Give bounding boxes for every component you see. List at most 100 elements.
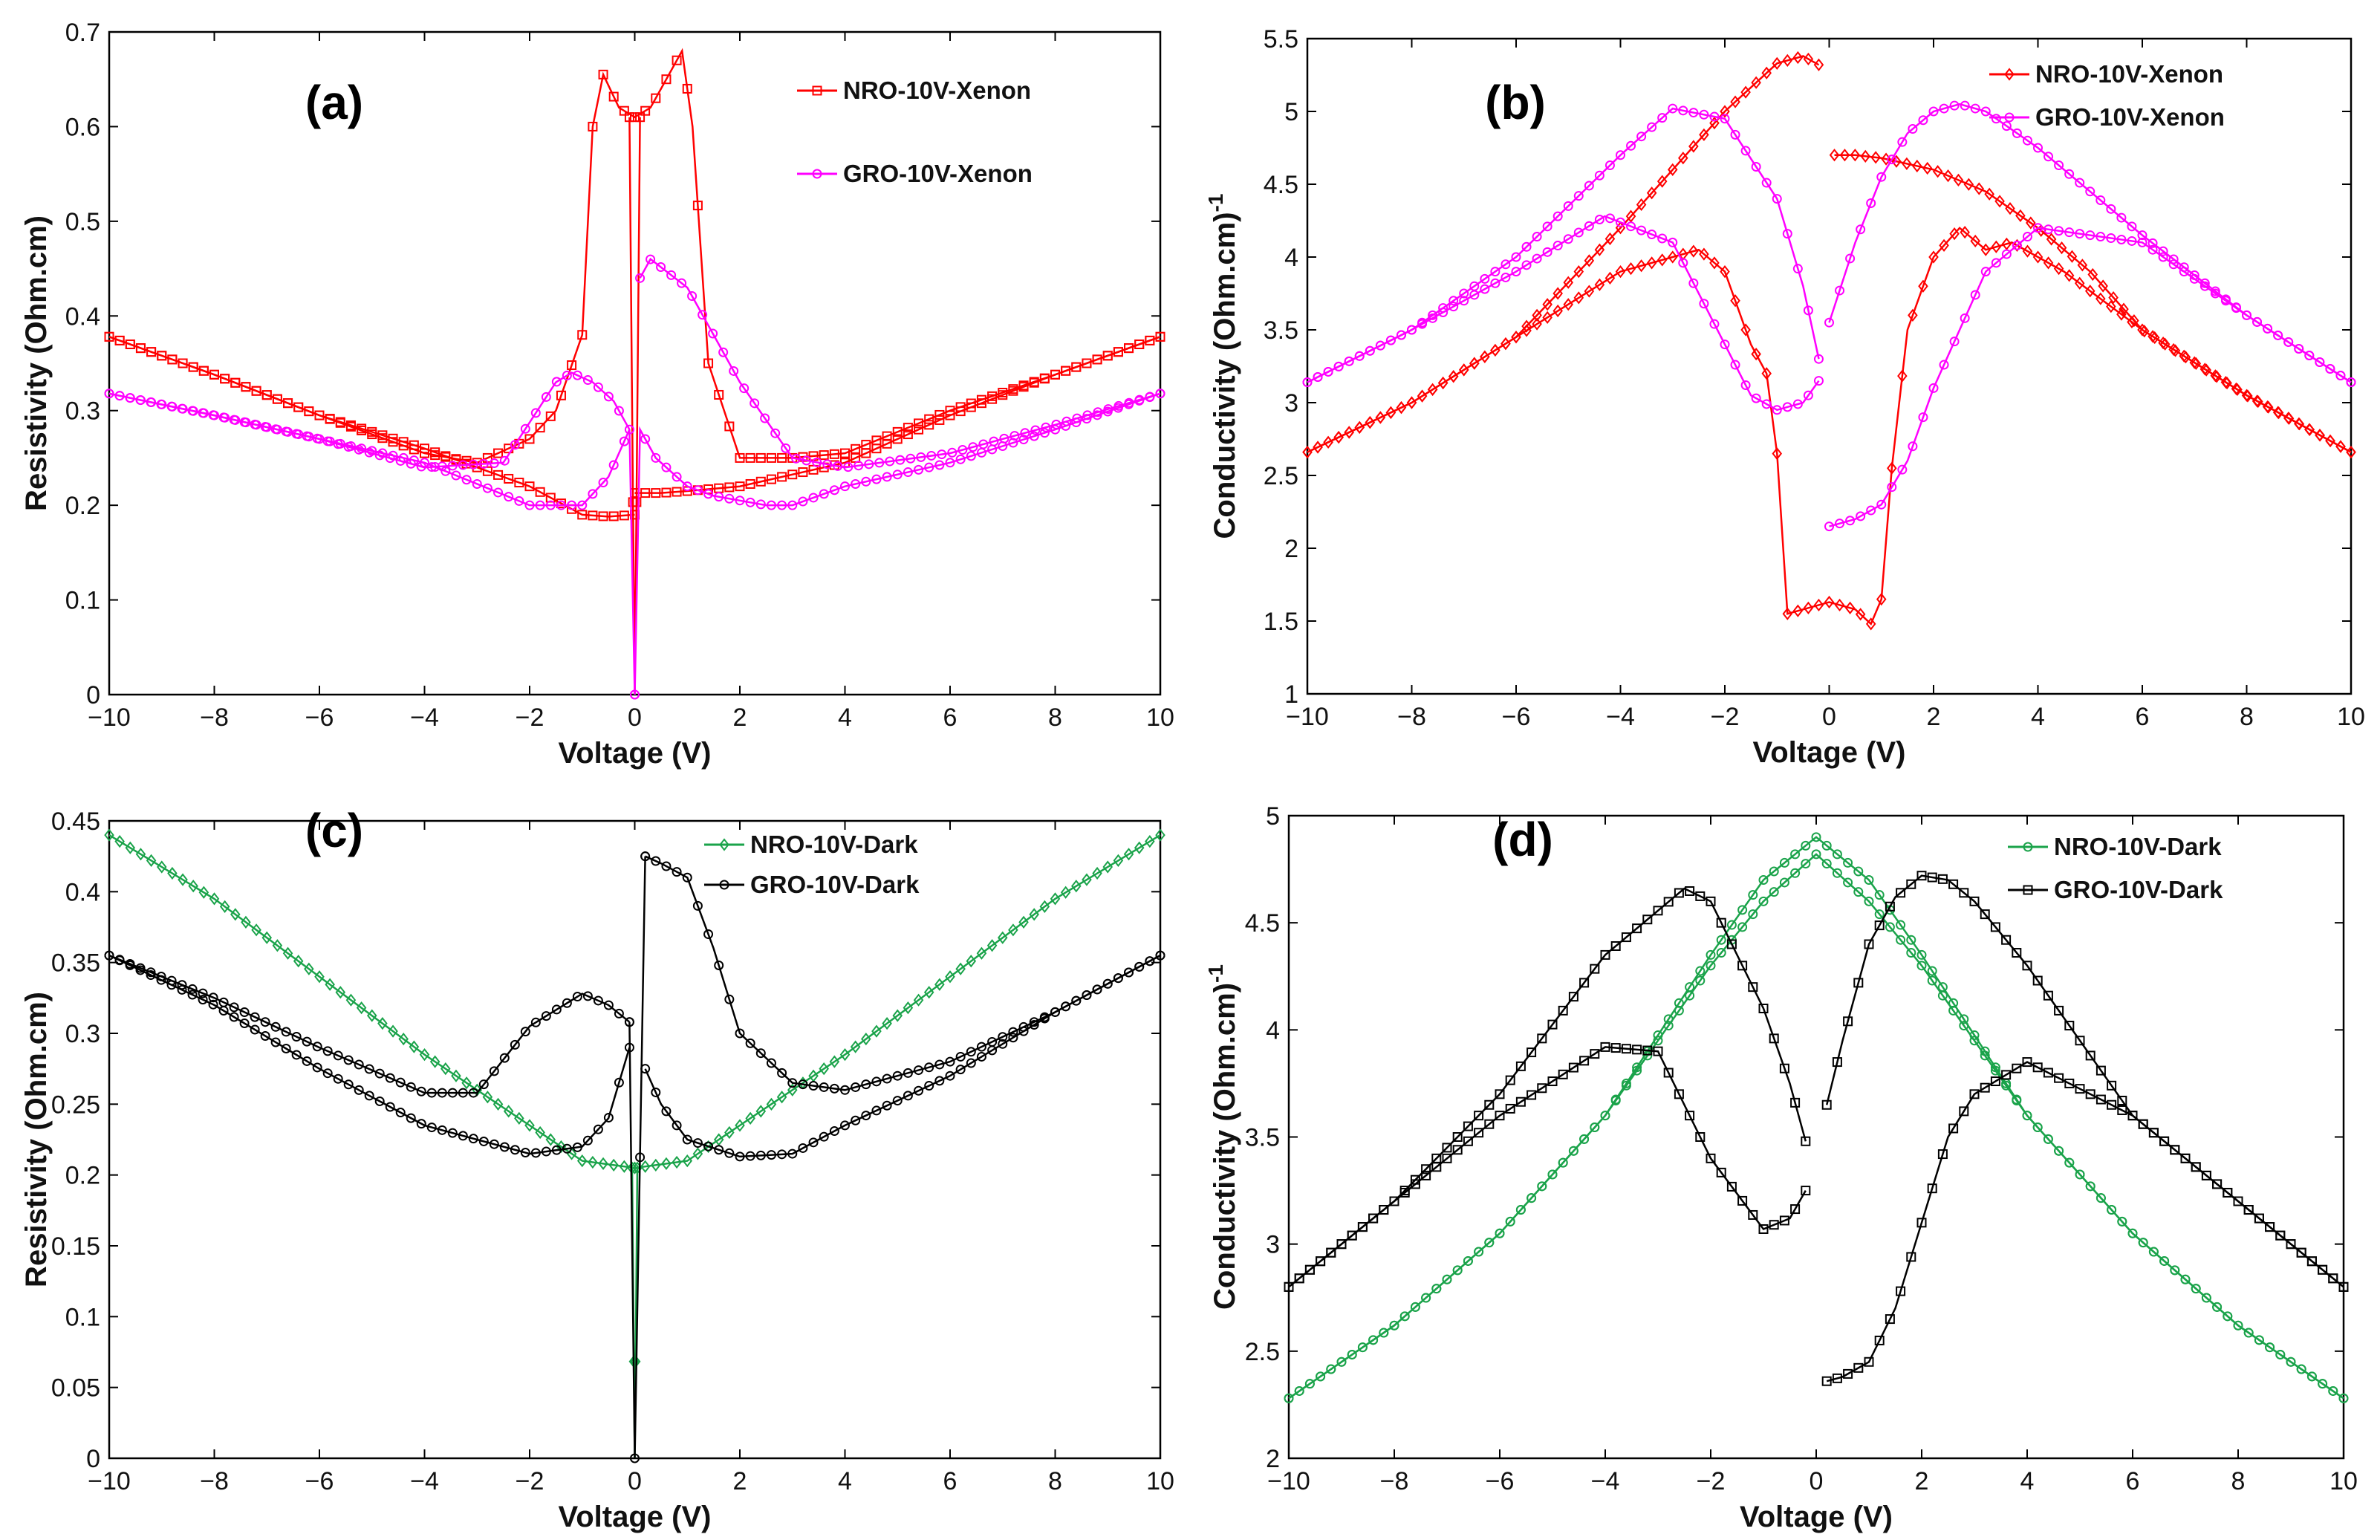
data-point bbox=[2033, 223, 2043, 233]
data-point bbox=[2189, 356, 2200, 369]
data-point bbox=[1813, 354, 1824, 364]
data-point bbox=[1124, 343, 1134, 354]
data-point bbox=[1029, 908, 1039, 921]
data-point bbox=[1751, 348, 1761, 361]
data-point bbox=[624, 112, 634, 123]
data-point bbox=[1874, 890, 1885, 900]
data-point bbox=[798, 1079, 808, 1090]
data-point bbox=[1515, 1096, 1526, 1107]
data-point bbox=[239, 417, 250, 427]
data-point bbox=[924, 420, 934, 430]
data-point bbox=[582, 991, 593, 1001]
data-point bbox=[2220, 375, 2231, 389]
data-point bbox=[966, 451, 976, 461]
data-point bbox=[1326, 1247, 1336, 1258]
data-point bbox=[198, 995, 208, 1005]
data-point bbox=[135, 965, 146, 975]
data-point bbox=[1832, 868, 1842, 878]
data-point bbox=[1155, 331, 1165, 342]
data-point bbox=[682, 83, 692, 94]
x-tick-label: 4 bbox=[838, 1467, 852, 1495]
data-point bbox=[861, 440, 871, 450]
data-point bbox=[1653, 906, 1663, 916]
data-point bbox=[125, 393, 135, 403]
data-point bbox=[1970, 103, 1980, 114]
data-point bbox=[322, 1046, 333, 1056]
data-point bbox=[302, 1056, 312, 1066]
data-point bbox=[1406, 396, 1417, 409]
data-point bbox=[945, 406, 955, 416]
data-point bbox=[1626, 221, 1636, 232]
data-point bbox=[2012, 1063, 2022, 1073]
data-point bbox=[524, 1119, 535, 1132]
data-point bbox=[187, 990, 198, 1000]
data-point bbox=[429, 1055, 440, 1068]
data-point bbox=[1813, 376, 1824, 386]
data-point bbox=[1948, 1123, 1959, 1134]
data-point bbox=[1720, 105, 1730, 118]
data-point bbox=[651, 93, 661, 103]
data-point bbox=[871, 474, 882, 484]
data-point bbox=[2053, 262, 2064, 276]
data-point bbox=[1688, 140, 1699, 153]
data-point bbox=[1740, 85, 1751, 99]
data-point bbox=[1375, 340, 1385, 351]
data-point bbox=[1060, 886, 1071, 899]
data-point bbox=[2119, 302, 2129, 316]
data-point bbox=[1948, 879, 1959, 889]
data-point bbox=[2283, 412, 2294, 425]
data-point bbox=[945, 970, 955, 984]
data-point bbox=[2137, 230, 2147, 241]
x-tick-label: −8 bbox=[200, 704, 229, 732]
data-point bbox=[1316, 1371, 1326, 1382]
data-point bbox=[1824, 522, 1834, 532]
x-tick-label: 6 bbox=[2126, 1467, 2140, 1495]
data-point bbox=[1347, 1230, 1357, 1241]
data-point bbox=[735, 1028, 745, 1039]
data-point bbox=[1604, 232, 1616, 246]
data-point bbox=[2286, 1357, 2296, 1367]
data-point bbox=[1018, 435, 1029, 445]
data-point bbox=[1896, 1286, 1906, 1296]
data-point bbox=[2106, 300, 2116, 313]
data-point bbox=[335, 986, 346, 999]
data-point bbox=[1521, 324, 1532, 337]
data-point bbox=[2054, 1073, 2064, 1083]
data-point bbox=[2241, 389, 2252, 402]
data-point bbox=[2075, 178, 2085, 188]
data-point bbox=[535, 423, 545, 433]
data-point bbox=[692, 201, 703, 211]
data-point bbox=[593, 382, 603, 392]
series-line bbox=[1834, 154, 2352, 453]
data-point bbox=[745, 1038, 755, 1048]
data-point bbox=[333, 1073, 343, 1084]
data-point bbox=[1761, 399, 1772, 409]
data-point bbox=[1948, 1005, 1959, 1016]
data-point bbox=[1495, 1228, 1505, 1238]
data-point bbox=[724, 421, 735, 432]
data-point bbox=[545, 500, 556, 510]
y-tick-label: 0 bbox=[86, 1445, 100, 1473]
data-point bbox=[1843, 1016, 1853, 1027]
data-point bbox=[114, 955, 125, 966]
data-point bbox=[1284, 1393, 1294, 1403]
data-point bbox=[1584, 221, 1594, 231]
data-point bbox=[2064, 1157, 2075, 1168]
y-tick-label: 3 bbox=[1266, 1231, 1280, 1259]
data-point bbox=[1960, 100, 1970, 111]
data-point bbox=[2012, 128, 2022, 138]
data-point bbox=[1537, 1033, 1547, 1044]
data-point bbox=[1709, 256, 1720, 270]
data-point bbox=[692, 900, 703, 911]
data-point bbox=[1779, 1215, 1789, 1226]
data-point bbox=[1853, 978, 1864, 988]
data-point bbox=[356, 1001, 367, 1015]
data-point bbox=[1716, 917, 1726, 928]
data-point bbox=[724, 994, 735, 1004]
data-point bbox=[1616, 150, 1625, 160]
data-point bbox=[1500, 337, 1511, 351]
data-point bbox=[1782, 402, 1792, 412]
data-point bbox=[2032, 975, 2043, 986]
data-point bbox=[333, 439, 343, 449]
y-axis-title-text: Resistivity (Ohm.cm) bbox=[20, 992, 53, 1287]
